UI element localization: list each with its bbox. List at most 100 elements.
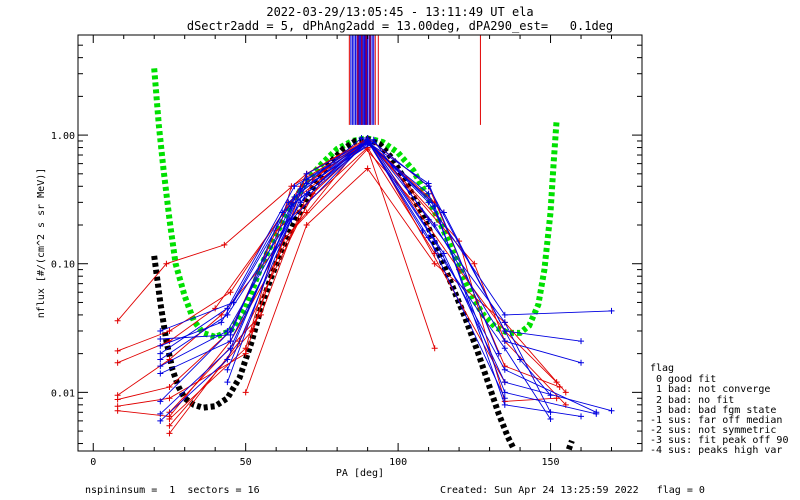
legend-entry: 3 bad: bad fgm state	[650, 405, 776, 416]
red-data-point	[303, 222, 310, 229]
red-data-point	[114, 347, 121, 354]
blue-data-point	[425, 190, 432, 197]
blue-data-point	[501, 401, 508, 408]
blue-data-point	[157, 356, 164, 363]
blue-data-point	[291, 183, 298, 190]
blue-data-point	[224, 366, 231, 373]
red-data-point	[166, 384, 173, 391]
blue-data-point	[157, 335, 164, 342]
blue-data-point	[501, 338, 508, 345]
blue-data-point	[157, 363, 164, 370]
blue-data-point	[425, 216, 432, 223]
blue-data-point	[157, 398, 164, 405]
vertical-lines	[348, 35, 481, 125]
blue-data-point	[297, 186, 304, 193]
legend-entry: 0 good fit	[650, 374, 716, 385]
red-data-point	[166, 430, 173, 437]
blue-data-point	[288, 203, 295, 210]
x-tick-label: 150	[542, 457, 560, 468]
blue-data-point	[358, 134, 365, 141]
red-data-point	[114, 359, 121, 366]
red-data-point	[471, 260, 478, 267]
blue-data-point	[157, 327, 164, 334]
blue-data-point	[501, 389, 508, 396]
blue-data-point	[578, 413, 585, 420]
red-data-point	[431, 345, 438, 352]
x-tick-label: 100	[389, 457, 407, 468]
chart-subtitle: dSectr2add = 5, dPhAng2add = 13.00deg, d…	[187, 19, 613, 33]
blue-data-point	[501, 311, 508, 318]
legend-title: flag	[650, 363, 674, 374]
legend-entry: -3 sus: fit peak off 90	[650, 435, 788, 446]
blue-data-point	[230, 299, 237, 306]
blue-data-point	[547, 392, 554, 399]
y-tick-label: 0.01	[51, 388, 75, 399]
blue-data-point	[303, 180, 310, 187]
red-data-point	[227, 289, 234, 296]
blue-data-point	[227, 338, 234, 345]
red-data-point	[562, 389, 569, 396]
red-data-point	[166, 416, 173, 423]
red-data-point	[166, 327, 173, 334]
red-data-point	[257, 311, 264, 318]
blue-data-point	[431, 203, 438, 210]
red-data-point	[242, 345, 249, 352]
blue-data-point	[425, 180, 432, 187]
red-data-point	[221, 241, 228, 248]
legend-entry: -2 sus: not symmetric	[650, 425, 776, 436]
blue-data-point	[224, 356, 231, 363]
blue-data-point	[440, 250, 447, 257]
blue-data-point	[227, 327, 234, 334]
x-tick-label: 0	[90, 457, 96, 468]
legend-entry: -4 sus: peaks high var	[650, 445, 782, 456]
red-data-point	[114, 396, 121, 403]
x-tick-label: 50	[240, 457, 252, 468]
red-series-line	[117, 146, 436, 400]
red-data-point	[166, 422, 173, 429]
red-data-point	[242, 389, 249, 396]
black-fit-curve	[565, 439, 575, 451]
blue-data-point	[501, 379, 508, 386]
blue-data-point	[218, 319, 225, 326]
plot-content	[114, 35, 615, 451]
red-series-line	[169, 140, 557, 434]
chart-title: 2022-03-29/13:05:45 - 13:11:49 UT ela	[266, 5, 533, 19]
blue-data-point	[157, 417, 164, 424]
blue-data-point	[279, 209, 286, 216]
y-tick-label: 0.10	[51, 260, 75, 271]
blue-data-point	[303, 170, 310, 177]
blue-data-point	[285, 199, 292, 206]
blue-data-point	[501, 395, 508, 402]
red-data-point	[163, 260, 170, 267]
blue-data-point	[547, 409, 554, 416]
blue-data-point	[157, 410, 164, 417]
legend-entry: 1 bad: not converge	[650, 384, 770, 395]
red-series-line	[245, 167, 567, 393]
y-axis-label: nflux [#/(cm^2 s sr MeV)]	[36, 168, 47, 319]
blue-data-point	[157, 370, 164, 377]
y-axis-ticks: 0.01 0.10 1.00	[51, 34, 642, 445]
red-data-point	[166, 395, 173, 402]
blue-data-point	[547, 416, 554, 423]
legend-entry: -1 sus: far off median	[650, 415, 782, 426]
blue-series-line	[159, 140, 551, 420]
footer-right: Created: Sun Apr 24 13:25:59 2022 flag =…	[440, 485, 705, 496]
blue-data-point	[224, 379, 231, 386]
fit-curves	[151, 68, 575, 451]
x-axis-ticks: 0 50 100 150	[90, 35, 613, 468]
red-data-point	[114, 317, 121, 324]
flag-legend: flag 0 good fit 1 bad: not converge 2 ba…	[650, 363, 788, 456]
blue-data-point	[578, 338, 585, 345]
legend-entry: 2 bad: no fit	[650, 395, 734, 406]
blue-data-point	[593, 410, 600, 417]
blue-data-point	[501, 319, 508, 326]
x-axis-label: PA [deg]	[336, 468, 384, 479]
blue-data-point	[578, 359, 585, 366]
red-data-point	[364, 165, 371, 172]
red-data-point	[114, 407, 121, 414]
blue-series-line	[159, 141, 551, 422]
y-tick-label: 1.00	[51, 131, 75, 142]
blue-series-line	[160, 140, 582, 417]
blue-data-point	[425, 234, 432, 241]
